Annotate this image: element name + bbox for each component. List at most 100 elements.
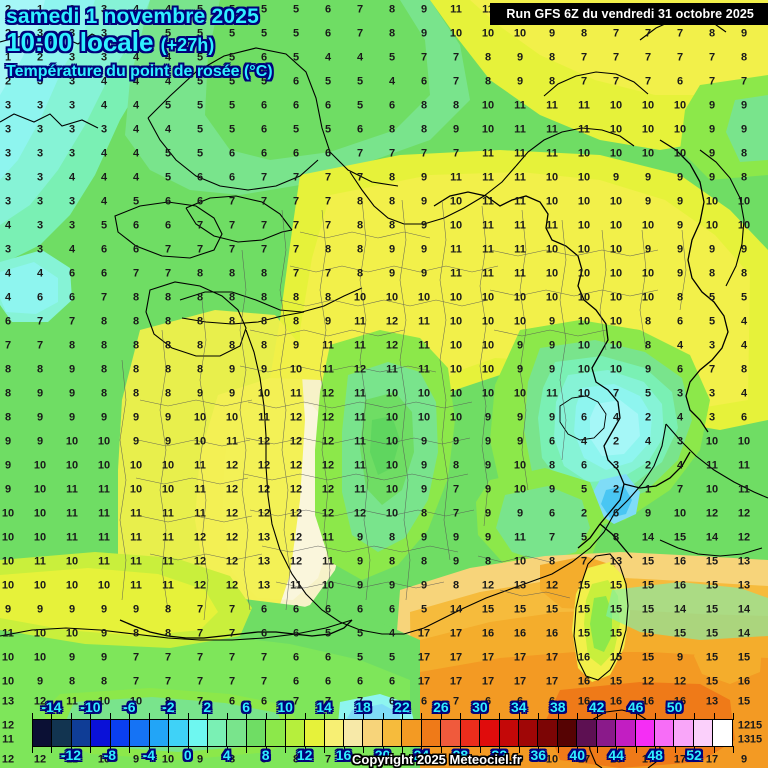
color-scale-tick bbox=[90, 746, 92, 753]
color-scale-tick bbox=[733, 746, 734, 753]
contour-band-green-massif-4 bbox=[370, 416, 400, 475]
color-scale-cell bbox=[480, 720, 500, 746]
color-scale-cell bbox=[402, 720, 422, 746]
color-scale-label-top: 46 bbox=[627, 699, 644, 715]
color-scale-tick bbox=[421, 746, 423, 753]
color-scale-tick bbox=[713, 713, 715, 720]
color-scale-cell bbox=[674, 720, 694, 746]
color-scale-label-bottom: 28 bbox=[452, 747, 469, 763]
color-scale-label-bottom: 48 bbox=[647, 747, 663, 763]
color-scale-label-bottom: 44 bbox=[608, 747, 624, 763]
color-scale-cell bbox=[382, 720, 403, 746]
color-scale-tick bbox=[694, 713, 696, 720]
color-scale-tick bbox=[577, 746, 579, 753]
color-scale-tick bbox=[655, 713, 657, 720]
contour-band-2 bbox=[0, 0, 45, 95]
color-scale-tick bbox=[518, 713, 520, 720]
color-scale-cell bbox=[655, 720, 675, 746]
color-scale-label-top: -6 bbox=[123, 699, 136, 715]
color-scale-tick bbox=[596, 713, 598, 720]
color-scale-label-bottom: 8 bbox=[261, 747, 270, 763]
contour-band-alps-core2 bbox=[601, 486, 632, 518]
color-scale-cell bbox=[169, 720, 189, 746]
color-scale-label-top: -14 bbox=[41, 699, 62, 715]
color-scale-tick bbox=[51, 713, 53, 720]
color-scale-bar[interactable] bbox=[32, 719, 733, 747]
color-scale-tick bbox=[713, 746, 715, 753]
color-scale-tick bbox=[577, 713, 579, 720]
color-scale-cell bbox=[518, 720, 539, 746]
coastline-layer bbox=[0, 17, 768, 768]
color-scale-label-bottom: 12 bbox=[296, 747, 313, 763]
color-scale-tick bbox=[479, 746, 481, 753]
color-scale-label-bottom: 24 bbox=[413, 747, 430, 763]
color-scale-label-top: 34 bbox=[511, 699, 527, 715]
color-scale-cell bbox=[110, 720, 131, 746]
color-scale-label-bottom: -4 bbox=[142, 747, 156, 763]
color-scale-label-top: 18 bbox=[355, 699, 371, 715]
color-scale-cell bbox=[305, 720, 325, 746]
color-scale-tick bbox=[109, 713, 111, 720]
color-scale-label-top: 42 bbox=[588, 699, 605, 715]
color-scale-tick bbox=[655, 746, 657, 753]
color-scale-cell bbox=[91, 720, 111, 746]
color-scale-tick bbox=[207, 713, 209, 720]
color-scale-tick bbox=[557, 746, 559, 753]
color-scale-tick bbox=[90, 713, 92, 720]
color-scale-tick bbox=[382, 746, 384, 753]
color-scale-tick bbox=[304, 713, 306, 720]
color-scale-label-bottom: -8 bbox=[103, 747, 117, 763]
color-scale-cell bbox=[52, 720, 72, 746]
color-scale-cell bbox=[130, 720, 150, 746]
contour-band-alps-south2 bbox=[496, 486, 590, 562]
color-scale-tick bbox=[168, 713, 170, 720]
color-scale-cell bbox=[285, 720, 306, 746]
color-scale-tick bbox=[304, 746, 306, 753]
color-scale-tick bbox=[440, 713, 442, 720]
color-scale-label-bottom: 52 bbox=[686, 747, 702, 763]
color-scale-tick bbox=[616, 746, 618, 753]
color-scale-tick bbox=[635, 746, 637, 753]
color-scale-tick bbox=[343, 746, 345, 753]
color-scale-tick bbox=[616, 713, 618, 720]
contour-corsica-green2 bbox=[590, 596, 612, 652]
color-scale-tick bbox=[187, 713, 189, 720]
color-scale-cell bbox=[344, 720, 364, 746]
color-scale-tick bbox=[51, 746, 53, 753]
color-scale-cell bbox=[616, 720, 636, 746]
contour-blob-biscay2 bbox=[0, 262, 58, 314]
color-scale-label-bottom: 0 bbox=[183, 747, 192, 763]
color-scale-label-bottom: 4 bbox=[222, 747, 231, 763]
color-scale-cell bbox=[227, 720, 247, 746]
color-scale-cell bbox=[693, 720, 714, 746]
color-scale-tick bbox=[285, 713, 287, 720]
color-scale-tick bbox=[246, 746, 248, 753]
contour-band-green-ne2 bbox=[726, 95, 768, 162]
color-scale-tick bbox=[148, 713, 150, 720]
color-scale-tick bbox=[363, 746, 365, 753]
color-scale-tick bbox=[499, 713, 501, 720]
color-scale-tick bbox=[32, 746, 33, 753]
model-run-banner: Run GFS 6Z du vendredi 31 octobre 2025 bbox=[490, 3, 768, 25]
color-scale-cell bbox=[713, 720, 732, 746]
color-scale-cell bbox=[635, 720, 655, 746]
color-scale-label-top: 10 bbox=[277, 699, 293, 715]
color-scale-label-bottom: -12 bbox=[60, 747, 82, 763]
color-scale-tick bbox=[538, 713, 540, 720]
color-scale-tick bbox=[265, 713, 267, 720]
color-scale-tick bbox=[460, 746, 462, 753]
color-scale-tick bbox=[499, 746, 501, 753]
copyright-label: Copyright 2025 Meteociel.fr bbox=[352, 752, 522, 767]
color-scale-cell bbox=[149, 720, 170, 746]
color-scale-tick bbox=[168, 746, 170, 753]
color-scale-label-top: -10 bbox=[80, 699, 101, 715]
color-scale-tick bbox=[246, 713, 248, 720]
color-scale-tick bbox=[382, 713, 384, 720]
color-scale-label-top: 50 bbox=[666, 699, 683, 715]
color-scale-tick bbox=[148, 746, 150, 753]
color-scale-tick bbox=[401, 713, 403, 720]
color-scale-label-top: 30 bbox=[472, 699, 488, 715]
color-scale-tick bbox=[32, 713, 33, 720]
